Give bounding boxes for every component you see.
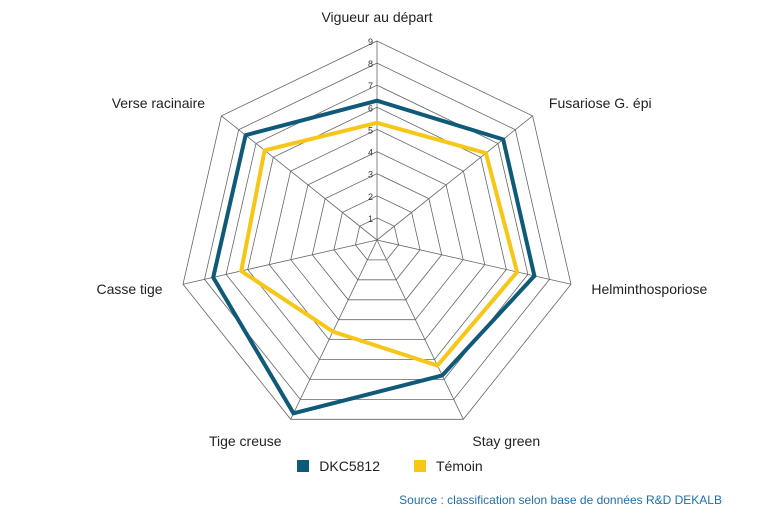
legend-item-dkc5812: DKC5812 bbox=[297, 458, 380, 474]
axis-label-vigueur-au-depart: Vigueur au départ bbox=[321, 9, 432, 25]
grid-spoke-fusariose-g-epi bbox=[376, 115, 533, 241]
tick-label-9: 9 bbox=[368, 37, 373, 47]
grid-ring-4 bbox=[290, 151, 464, 321]
axis-label-tige-creuse: Tige creuse bbox=[209, 433, 282, 449]
grid-ring-7 bbox=[225, 84, 529, 380]
grid-ring-6 bbox=[247, 106, 507, 360]
grid-ring-2 bbox=[333, 195, 421, 281]
legend-label-dkc5812: DKC5812 bbox=[319, 458, 380, 474]
tick-label-3: 3 bbox=[368, 170, 373, 180]
grid-spoke-tige-creuse bbox=[290, 239, 378, 420]
grid-ring-3 bbox=[311, 173, 443, 301]
grid-ring-8 bbox=[204, 62, 550, 400]
tick-label-8: 8 bbox=[368, 59, 373, 69]
legend: DKC5812 Témoin bbox=[0, 458, 780, 474]
axis-label-verse-racinaire: Verse racinaire bbox=[112, 95, 206, 111]
tick-label-2: 2 bbox=[368, 192, 373, 202]
grid-ring-5 bbox=[268, 128, 486, 341]
radar-chart: 1 2 3 4 5 6 7 8 9 Vigueur au départ Fusariose G. é… bbox=[96, 9, 707, 449]
axis-label-stay-green: Stay green bbox=[472, 433, 540, 449]
legend-swatch-temoin bbox=[414, 460, 426, 472]
tick-label-6: 6 bbox=[368, 103, 373, 113]
legend-label-temoin: Témoin bbox=[436, 458, 483, 474]
source-note: Source : classification selon base de do… bbox=[399, 493, 722, 507]
grid-ring-1 bbox=[354, 217, 400, 261]
axis-label-fusariose-g-epi: Fusariose G. épi bbox=[549, 95, 652, 111]
legend-swatch-dkc5812 bbox=[297, 460, 310, 472]
legend-item-temoin: Témoin bbox=[414, 458, 483, 474]
tick-label-5: 5 bbox=[368, 125, 373, 135]
grid-spoke-helminthosporiose bbox=[376, 239, 572, 285]
tick-label-1: 1 bbox=[368, 214, 373, 224]
axis-label-casse-tige: Casse tige bbox=[96, 281, 162, 297]
series-line-dkc5812 bbox=[211, 98, 537, 416]
grid-spoke-stay-green bbox=[376, 239, 464, 420]
tick-label-7: 7 bbox=[368, 81, 373, 91]
grid-ring-9 bbox=[182, 40, 572, 420]
series-line-temoin bbox=[238, 120, 520, 368]
axis-label-helminthosporiose: Helminthosporiose bbox=[591, 281, 707, 297]
tick-label-4: 4 bbox=[368, 148, 373, 158]
